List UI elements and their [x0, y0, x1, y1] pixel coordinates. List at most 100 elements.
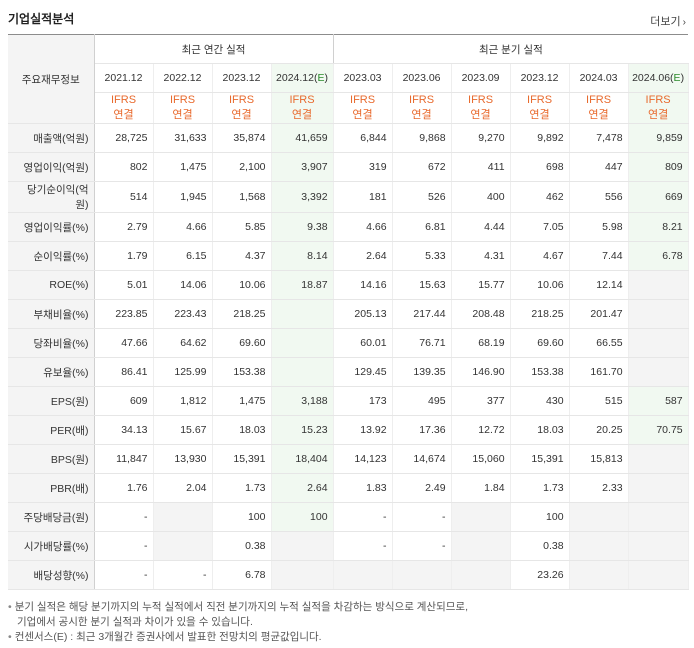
row-label: 유보율(%): [8, 357, 95, 387]
table-cell: 34.13: [94, 415, 154, 445]
table-cell: 100: [212, 502, 272, 532]
accounting-standard: IFRS 연결: [392, 92, 452, 124]
table-cell: 10.06: [212, 270, 272, 300]
table-cell: [332, 560, 393, 590]
accounting-standard: IFRS 연결: [510, 92, 570, 124]
row-label: 시가배당률(%): [8, 531, 95, 561]
table-cell: 5.01: [94, 270, 154, 300]
table-cell: 15.77: [451, 270, 511, 300]
table-row: ROE(%) 5.01 14.06 10.06 18.87 14.16 15.63 15.77…: [8, 270, 689, 300]
table-cell: -: [153, 560, 213, 590]
table-row: 시가배당률(%) -0.38- -0.38: [8, 531, 689, 561]
table-cell: [271, 560, 334, 590]
table-cell: 514: [94, 181, 154, 213]
row-label: 당기순이익(억원): [8, 181, 95, 213]
accounting-standard: IFRS 연결: [332, 92, 393, 124]
table-cell: 4.44: [451, 212, 511, 242]
table-cell: 14,123: [332, 444, 393, 474]
table-cell: 0.38: [510, 531, 570, 561]
table-cell: [153, 502, 213, 532]
footnote-line: • 분기 실적은 해당 분기까지의 누적 실적에서 직전 분기까지의 누적 실적을…: [8, 601, 468, 613]
table-cell: 4.37: [212, 241, 272, 271]
table-row: 순이익률(%) 1.79 6.15 4.37 8.14 2.64 5.33 4.31 4.67 7…: [8, 241, 689, 271]
table-cell: [153, 531, 213, 561]
table-cell: 4.67: [510, 241, 570, 271]
table-cell: 9,270: [451, 123, 511, 153]
table-cell: 4.66: [153, 212, 213, 242]
table-row: BPS(원) 11,847 13,930 15,391 18,404 14,123 14,6…: [8, 444, 689, 474]
table-cell: 3,392: [271, 181, 334, 213]
table-cell: [451, 560, 511, 590]
table-cell: 1,475: [212, 386, 272, 416]
table-cell: 69.60: [212, 328, 272, 358]
table-cell: 223.85: [94, 299, 154, 329]
period-header: 2024.06(E): [628, 63, 689, 93]
chevron-right-icon: ›: [682, 17, 686, 28]
table-cell: -: [94, 502, 154, 532]
table-cell: 10.06: [510, 270, 570, 300]
table-cell: 20.25: [569, 415, 629, 445]
row-label: PER(배): [8, 415, 95, 445]
table-cell: 23.26: [510, 560, 570, 590]
table-cell: 6.78: [628, 241, 689, 271]
table-cell: 153.38: [510, 357, 570, 387]
row-label: 영업이익(억원): [8, 152, 95, 182]
table-cell: [451, 531, 511, 561]
section-title: 기업실적분석: [8, 12, 75, 26]
table-cell: 1,945: [153, 181, 213, 213]
table-cell: -: [94, 560, 154, 590]
table-cell: 9,868: [392, 123, 452, 153]
table-cell: 15,060: [451, 444, 511, 474]
table-cell: 70.75: [628, 415, 689, 445]
footnotes: • 분기 실적은 해당 분기까지의 누적 실적에서 직전 분기까지의 누적 실적을…: [8, 600, 688, 645]
period-header: 2024.12(E): [271, 63, 334, 93]
table-cell: 76.71: [392, 328, 452, 358]
table-cell: [628, 328, 689, 358]
table-cell: 698: [510, 152, 570, 182]
table-cell: 14,674: [392, 444, 452, 474]
row-label: BPS(원): [8, 444, 95, 474]
label-header: 주요재무정보: [8, 34, 95, 124]
table-cell: 13.92: [332, 415, 393, 445]
table-cell: 161.70: [569, 357, 629, 387]
table-cell: 400: [451, 181, 511, 213]
period-header: 2023.12: [510, 63, 570, 93]
table-cell: 1.73: [510, 473, 570, 503]
table-cell: -: [392, 502, 452, 532]
table-cell: 9,892: [510, 123, 570, 153]
table-cell: 18.03: [212, 415, 272, 445]
table-cell: 9,859: [628, 123, 689, 153]
table-cell: 173: [332, 386, 393, 416]
table-cell: 41,659: [271, 123, 334, 153]
more-link[interactable]: 더보기 ›: [650, 13, 686, 29]
table-cell: 411: [451, 152, 511, 182]
table-cell: [569, 560, 629, 590]
table-cell: 15.67: [153, 415, 213, 445]
table-cell: 609: [94, 386, 154, 416]
table-row: PBR(배) 1.76 2.04 1.73 2.64 1.83 2.49 1.84 1.73 2.…: [8, 473, 689, 503]
table-cell: [628, 444, 689, 474]
row-label: 순이익률(%): [8, 241, 95, 271]
table-cell: [628, 502, 689, 532]
row-label: 당좌비율(%): [8, 328, 95, 358]
table-cell: 223.43: [153, 299, 213, 329]
table-cell: 217.44: [392, 299, 452, 329]
table-cell: 146.90: [451, 357, 511, 387]
table-row: 당기순이익(억원) 514 1,945 1,568 3,392 181 526 400 462 5…: [8, 181, 689, 213]
table-row: PER(배) 34.13 15.67 18.03 15.23 13.92 17.36 12.7…: [8, 415, 689, 445]
table-row: 배당성향(%) - -6.78 23.26: [8, 560, 689, 590]
table-cell: 2.33: [569, 473, 629, 503]
table-cell: 68.19: [451, 328, 511, 358]
table-cell: 218.25: [510, 299, 570, 329]
table-cell: 430: [510, 386, 570, 416]
accounting-standard: IFRS 연결: [569, 92, 629, 124]
table-cell: 669: [628, 181, 689, 213]
table-row: 유보율(%) 86.41 125.99 153.38 129.45 139.35 146.9…: [8, 357, 689, 387]
table-cell: 18.87: [271, 270, 334, 300]
table-cell: -: [94, 531, 154, 561]
table-cell: 6.15: [153, 241, 213, 271]
table-cell: 9.38: [271, 212, 334, 242]
table-cell: 153.38: [212, 357, 272, 387]
table-cell: 14.06: [153, 270, 213, 300]
table-cell: 18.03: [510, 415, 570, 445]
